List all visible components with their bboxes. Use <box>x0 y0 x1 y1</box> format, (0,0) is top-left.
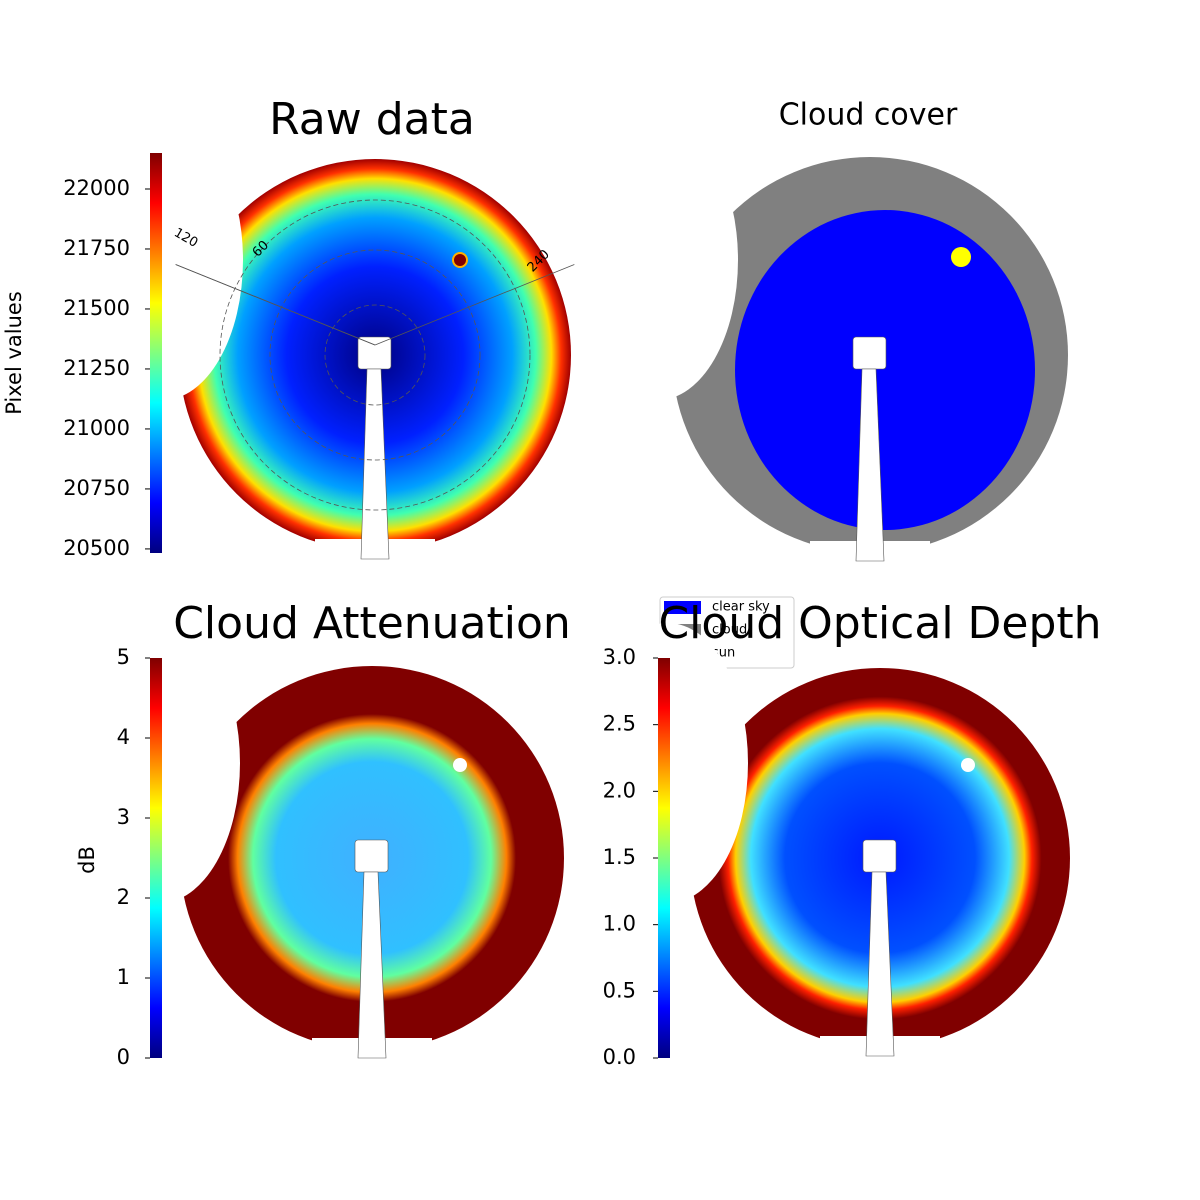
legend-label: clear sky <box>712 600 770 615</box>
colorbar <box>150 153 162 553</box>
colorbar-tick-label: 5 <box>117 645 130 669</box>
sun-region <box>951 247 971 267</box>
colorbar-tick-label: 20500 <box>63 536 130 560</box>
panel-title: Raw data <box>269 94 475 145</box>
image-mask <box>578 120 738 400</box>
colorbar-tick-label: 4 <box>117 725 130 749</box>
colorbar-tick-label: 20750 <box>63 476 130 500</box>
camera-arm <box>852 336 887 370</box>
polar-grid <box>219 199 531 511</box>
colorbar <box>658 658 670 1058</box>
panel-title: Cloud Optical Depth <box>658 598 1101 649</box>
colorbar-tick-label: 2.0 <box>603 778 636 802</box>
colorbar-tick-label: 2 <box>117 885 130 909</box>
colorbar-tick-label: 0.5 <box>603 978 636 1002</box>
camera-arm <box>865 871 895 1057</box>
sun-mask <box>453 758 467 772</box>
image-mask <box>83 120 243 400</box>
colorbar <box>150 658 162 1058</box>
legend-swatch <box>664 601 701 614</box>
camera-arm <box>862 839 897 873</box>
colorbar-tick-label: 3 <box>117 805 130 829</box>
colorbar-tick-label: 1.5 <box>603 845 636 869</box>
colorbar-tick-label: 22000 <box>63 176 130 200</box>
colorbar-tick-label: 21250 <box>63 356 130 380</box>
polar-axis <box>175 264 376 346</box>
colorbar-tick-label: 2.5 <box>603 712 636 736</box>
colorbar-tick-label: 21000 <box>63 416 130 440</box>
polar-axis <box>374 264 575 346</box>
camera-arm <box>354 839 389 873</box>
camera-arm <box>360 368 390 560</box>
colorbar-tick-label: 3.0 <box>603 645 636 669</box>
polar-grid <box>324 304 426 406</box>
colorbar-tick-label: 21750 <box>63 236 130 260</box>
legend-label: cloud <box>712 623 747 638</box>
panel-title: Cloud Attenuation <box>173 598 571 649</box>
camera-arm <box>357 871 387 1059</box>
colorbar-tick-label: 0 <box>117 1045 130 1069</box>
colorbar-tick-label: 0.0 <box>603 1045 636 1069</box>
panel-title: Cloud cover <box>779 98 958 133</box>
polar-grid <box>269 249 481 461</box>
camera-arm <box>357 336 392 370</box>
colorbar-tick-label: 1.0 <box>603 912 636 936</box>
colorbar-tick-label: 1 <box>117 965 130 989</box>
clear-sky-region <box>735 210 1035 530</box>
colorbar-label: Pixel values <box>2 291 26 415</box>
colorbar-tick-label: 21500 <box>63 296 130 320</box>
sun <box>452 252 468 268</box>
sun-mask <box>961 758 975 772</box>
colorbar-label: dB <box>75 846 99 874</box>
camera-arm <box>855 368 885 562</box>
